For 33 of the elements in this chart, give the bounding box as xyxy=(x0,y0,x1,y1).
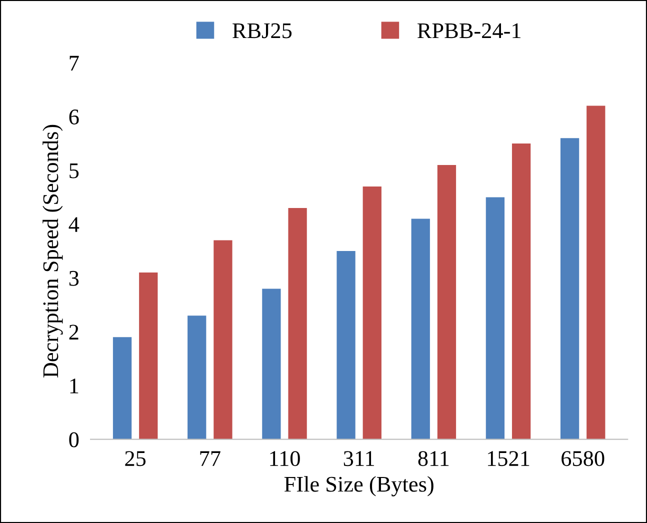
bar xyxy=(112,337,132,440)
y-tick-label: 1 xyxy=(70,378,78,394)
y-tick-label: 2 xyxy=(69,324,78,340)
x-tick-label: 6580 xyxy=(562,451,604,466)
x-axis-title: FIle Size (Bytes) xyxy=(284,476,434,496)
y-tick-label: 3 xyxy=(69,270,79,286)
legend-label: RPBB-24-1 xyxy=(418,23,520,38)
bar xyxy=(586,106,606,440)
bar xyxy=(362,186,382,440)
x-tick-label: 311 xyxy=(344,451,374,466)
y-axis-title: Decryption Speed (Seconds) xyxy=(42,124,63,378)
x-tick-label: 110 xyxy=(270,451,300,466)
y-tick-label: 7 xyxy=(70,56,79,70)
bar xyxy=(411,218,430,440)
legend-label: RBJ25 xyxy=(232,23,292,38)
bar xyxy=(139,272,158,440)
y-tick-label: 6 xyxy=(69,110,79,124)
x-tick-label: 77 xyxy=(200,451,220,466)
bar xyxy=(486,197,505,440)
y-tick-label: 0 xyxy=(69,432,79,448)
bar xyxy=(288,208,307,440)
bar xyxy=(262,288,281,440)
x-tick-label: 811 xyxy=(418,451,449,466)
y-tick-label: 5 xyxy=(70,164,79,178)
x-tick-label: 25 xyxy=(125,451,146,466)
bar xyxy=(560,138,580,440)
bar xyxy=(214,240,232,440)
y-tick-label: 4 xyxy=(68,217,80,232)
x-tick-label: 1521 xyxy=(488,451,530,466)
bar xyxy=(437,164,456,440)
bar xyxy=(188,316,206,440)
bar xyxy=(336,251,356,440)
bar xyxy=(512,143,531,440)
